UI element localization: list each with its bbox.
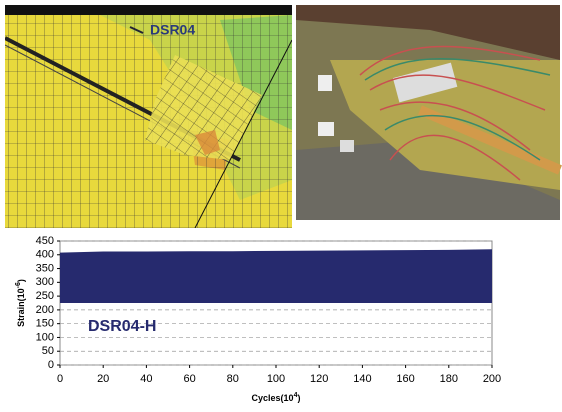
- fe-model-image: DSR04: [5, 5, 292, 228]
- y-tick-label: 50: [42, 345, 54, 357]
- y-tick-label: 150: [36, 318, 54, 330]
- y-tick-label: 450: [36, 235, 54, 247]
- x-tick-label: 60: [183, 373, 195, 385]
- figure: DSR04 0501001502002503003504004500204060…: [0, 0, 562, 407]
- y-tick-label: 400: [36, 249, 54, 261]
- x-label-text: Cycles(10: [252, 393, 294, 403]
- y-axis-label: Strain(10-6): [15, 279, 27, 327]
- y-label-end: ): [16, 279, 26, 282]
- x-tick-label: 0: [57, 373, 63, 385]
- x-tick-label: 120: [310, 373, 328, 385]
- fe-model-label: DSR04: [150, 22, 195, 38]
- x-tick-label: 20: [97, 373, 109, 385]
- y-tick-label: 350: [36, 262, 54, 274]
- specimen-photo: [296, 5, 560, 220]
- y-tick-label: 0: [48, 359, 54, 371]
- y-tick-label: 250: [36, 290, 54, 302]
- y-tick-label: 300: [36, 276, 54, 288]
- x-tick-label: 100: [267, 373, 285, 385]
- x-tick-label: 180: [440, 373, 458, 385]
- y-label-text: Strain(10: [16, 288, 26, 327]
- y-tick-label: 100: [36, 331, 54, 343]
- strain-band: [60, 249, 492, 303]
- x-tick-label: 160: [396, 373, 414, 385]
- x-tick-label: 200: [483, 373, 501, 385]
- x-tick-label: 140: [353, 373, 371, 385]
- x-tick-label: 80: [227, 373, 239, 385]
- x-label-end: ): [297, 393, 300, 403]
- y-tick-label: 200: [36, 304, 54, 316]
- x-axis-label: Cycles(104): [252, 392, 301, 404]
- x-tick-label: 40: [140, 373, 152, 385]
- annotation: DSR04-H: [88, 318, 156, 335]
